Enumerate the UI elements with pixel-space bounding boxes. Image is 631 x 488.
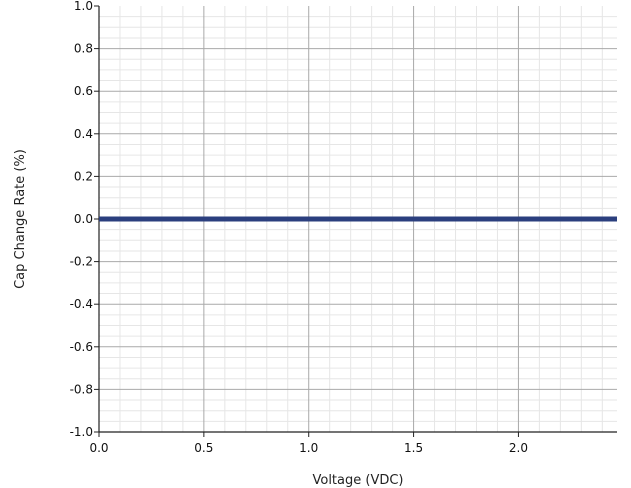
x-ticks: 0.0 0.5 1.0 1.5 2.0 [89, 432, 528, 455]
y-tick-label: 0.2 [74, 169, 93, 183]
y-tick-label: -0.8 [70, 382, 93, 396]
y-tick-label: 0.4 [74, 127, 93, 141]
y-tick-label: -0.4 [70, 297, 93, 311]
x-tick-label: 1.0 [299, 441, 318, 455]
x-tick-label: 1.5 [404, 441, 423, 455]
y-tick-label: 0.0 [74, 212, 93, 226]
y-tick-label: -0.2 [70, 255, 93, 269]
y-tick-label: -1.0 [70, 425, 93, 439]
x-tick-label: 2.0 [509, 441, 528, 455]
y-tick-label: 1.0 [74, 0, 93, 13]
y-tick-label: -0.6 [70, 340, 93, 354]
x-tick-label: 0.5 [194, 441, 213, 455]
y-axis-label: Cap Change Rate (%) [13, 149, 28, 289]
x-tick-label: 0.0 [89, 441, 108, 455]
x-axis-label: Voltage (VDC) [312, 473, 403, 488]
y-ticks: 1.0 0.8 0.6 0.4 0.2 0.0 -0.2 -0.4 -0.6 -0.8 -1.0 [70, 0, 99, 439]
y-tick-label: 0.8 [74, 42, 93, 56]
y-tick-label: 0.6 [74, 84, 93, 98]
